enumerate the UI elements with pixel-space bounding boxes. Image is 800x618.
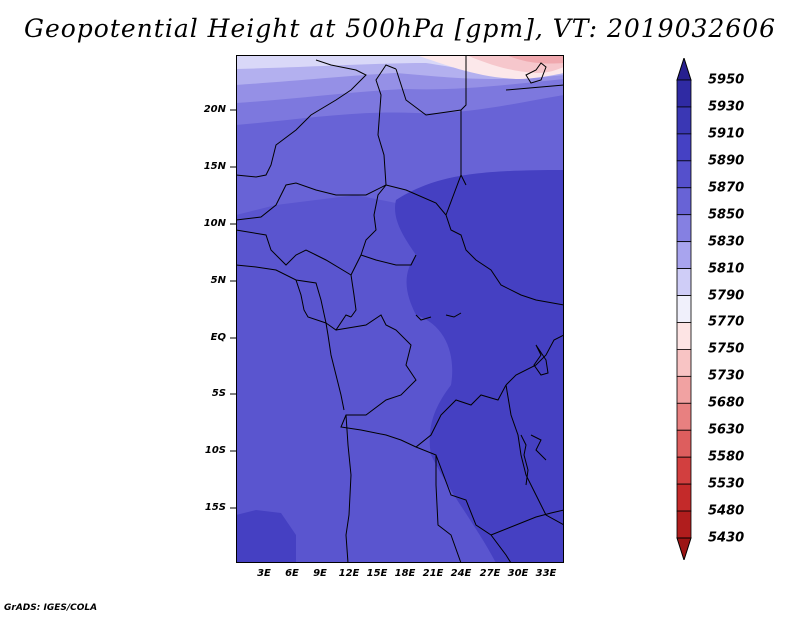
lon-label-33e: 33E [535, 568, 557, 579]
lat-label-10n: 10N [203, 218, 226, 229]
colorbar-swatch [676, 241, 692, 269]
lon-label-9e: 9E [313, 568, 327, 579]
colorbar-bottom-arrow [676, 537, 692, 560]
map-panel [236, 55, 564, 563]
map-frame [236, 55, 564, 563]
lon-label-18e: 18E [394, 568, 416, 579]
colorbar-label: 5680 [708, 395, 745, 411]
lon-label-15e: 15E [366, 568, 388, 579]
colorbar-swatch [676, 214, 692, 243]
lon-label-3e: 3E [257, 568, 271, 579]
colorbar-swatch [676, 456, 692, 485]
lat-label-eq: EQ [210, 332, 226, 343]
colorbar-label: 5430 [708, 530, 745, 546]
colorbar-swatch [676, 160, 692, 189]
colorbar-label: 5890 [708, 153, 745, 169]
lon-label-12e: 12E [338, 568, 360, 579]
lat-ticks [230, 109, 236, 509]
colorbar-swatch [676, 133, 692, 162]
lon-label-24e: 24E [450, 568, 472, 579]
colorbar-swatch [676, 295, 692, 323]
lat-label-15n: 15N [203, 161, 226, 172]
colorbar-swatch [676, 349, 692, 377]
political-boundaries [236, 55, 564, 563]
colorbar-label: 5910 [708, 126, 745, 142]
geopotential-height-map [236, 55, 564, 563]
colorbar-label: 5950 [708, 72, 745, 88]
colorbar-swatch [676, 106, 692, 135]
colorbar-label: 5480 [708, 503, 745, 519]
colorbar-label: 5850 [708, 207, 745, 223]
colorbar-label: 5580 [708, 449, 745, 465]
colorbar-label: 5870 [708, 180, 745, 196]
colorbar-top-arrow [676, 58, 692, 81]
colorbar [676, 58, 692, 560]
colorbar-label: 5830 [708, 234, 745, 250]
colorbar-swatch [676, 268, 692, 296]
colorbar-label: 5810 [708, 261, 745, 277]
lon-label-6e: 6E [285, 568, 299, 579]
colorbar-swatch [676, 402, 692, 431]
colorbar-swatch [676, 187, 692, 216]
lat-label-15s: 15S [204, 502, 226, 513]
colorbar-label: 5730 [708, 368, 745, 384]
chart-title: Geopotential Height at 500hPa [gpm], VT:… [23, 14, 777, 43]
colorbar-label: 5790 [708, 288, 745, 304]
lat-label-5s: 5S [211, 388, 226, 399]
lon-label-30e: 30E [507, 568, 529, 579]
colorbar-label: 5630 [708, 422, 745, 438]
field-5890-5910-east [395, 170, 564, 563]
colorbar-swatch [676, 483, 692, 512]
colorbar-label: 5770 [708, 314, 745, 330]
lat-label-10s: 10S [204, 445, 226, 456]
colorbar-swatch [676, 322, 692, 350]
lat-label-20n: 20N [203, 104, 226, 115]
field-5680-5730 [506, 55, 564, 64]
colorbar-label: 5530 [708, 476, 745, 492]
colorbar-swatch [676, 79, 692, 108]
colorbar-swatch [676, 375, 692, 404]
colorbar-swatch [676, 429, 692, 458]
field-5890-5910-southwest [236, 510, 296, 563]
footer-credit: GrADS: IGES/COLA [4, 603, 98, 613]
lon-label-21e: 21E [422, 568, 444, 579]
lat-label-5n: 5N [210, 275, 226, 286]
colorbar-label: 5750 [708, 341, 745, 357]
colorbar-swatch [676, 510, 692, 539]
colorbar-label: 5930 [708, 99, 745, 115]
lon-label-27e: 27E [479, 568, 501, 579]
